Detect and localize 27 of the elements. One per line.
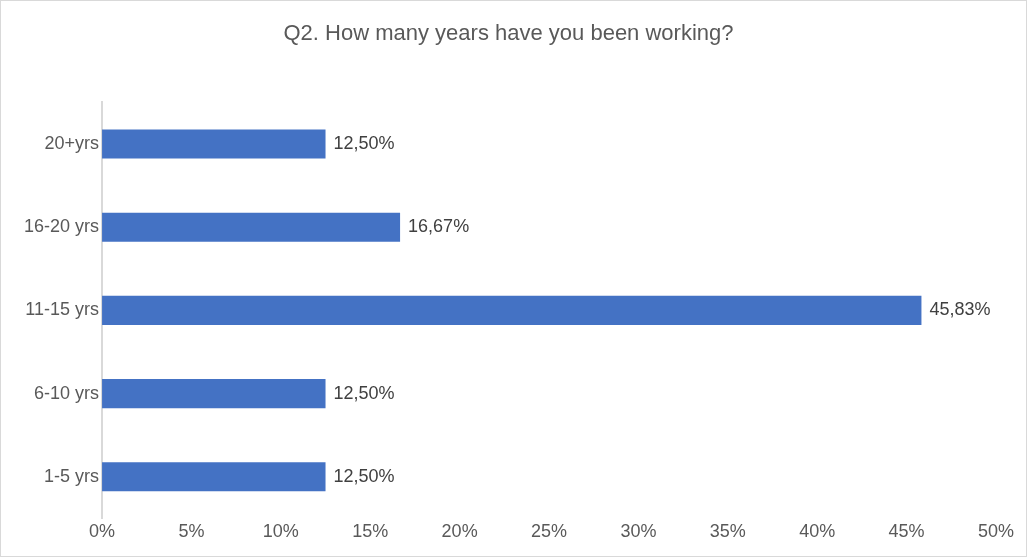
- x-tick-label: 0%: [89, 521, 116, 542]
- data-label: 45,83%: [929, 299, 991, 320]
- x-tick-label: 35%: [709, 521, 746, 542]
- data-label: 12,50%: [333, 465, 395, 486]
- bar: [102, 212, 401, 242]
- bar: [102, 295, 922, 325]
- data-label: 12,50%: [333, 382, 395, 403]
- x-tick-label: 50%: [977, 521, 1015, 542]
- x-tick-label: 30%: [620, 521, 657, 542]
- bar: [102, 129, 326, 159]
- y-tick-label: 16-20 yrs: [23, 216, 100, 237]
- y-tick-label: 20+yrs: [44, 132, 100, 153]
- y-tick-label: 1-5 yrs: [44, 465, 100, 486]
- bar: [102, 462, 326, 492]
- x-tick-label: 20%: [441, 521, 478, 542]
- data-label: 16,67%: [408, 216, 470, 237]
- y-tick-label: 11-15 yrs: [25, 299, 100, 320]
- chart-title: Q2. How many years have you been working?: [283, 20, 734, 46]
- x-tick-label: 15%: [352, 521, 389, 542]
- x-tick-label: 40%: [799, 521, 836, 542]
- y-tick-label: 6-10 yrs: [34, 382, 100, 403]
- data-label: 12,50%: [333, 132, 395, 153]
- bar: [102, 379, 326, 409]
- x-tick-label: 5%: [178, 521, 205, 542]
- x-tick-label: 45%: [888, 521, 925, 542]
- x-tick-label: 25%: [531, 521, 568, 542]
- x-tick-label: 10%: [262, 521, 299, 542]
